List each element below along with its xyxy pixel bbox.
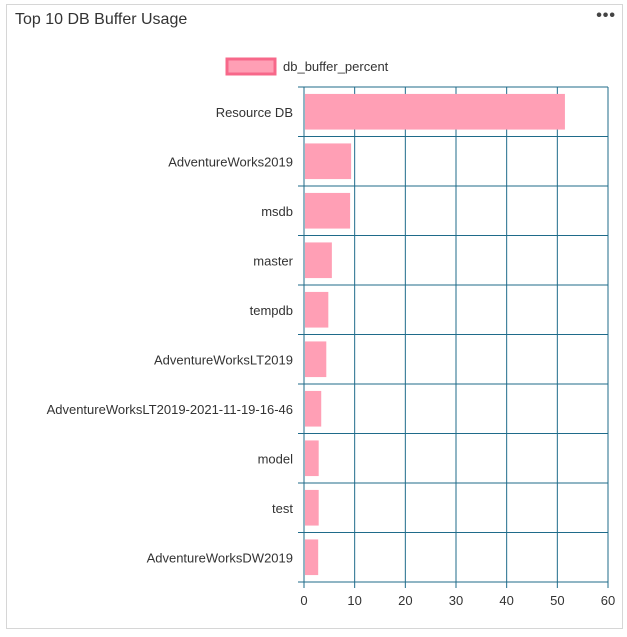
category-label: AdventureWorksLT2019 <box>154 352 293 367</box>
category-label: model <box>258 451 294 466</box>
category-label: test <box>272 501 293 516</box>
category-label: AdventureWorksDW2019 <box>147 550 293 565</box>
bar <box>305 143 352 180</box>
x-tick-label: 60 <box>601 593 615 608</box>
legend-swatch <box>225 57 277 76</box>
x-tick-label: 20 <box>398 593 412 608</box>
x-tick-label: 40 <box>499 593 513 608</box>
bar <box>305 291 329 328</box>
x-tick-label: 10 <box>347 593 361 608</box>
bar <box>305 390 322 427</box>
bar <box>305 440 319 477</box>
bar <box>305 242 332 279</box>
widget-title: Top 10 DB Buffer Usage <box>15 11 188 28</box>
bar <box>305 539 319 576</box>
category-label: AdventureWorksLT2019-2021-11-19-16-46 <box>47 402 293 417</box>
x-tick-label: 50 <box>550 593 564 608</box>
bar <box>305 489 319 526</box>
bar <box>305 192 351 229</box>
category-label: Resource DB <box>216 105 293 120</box>
category-label: msdb <box>261 204 293 219</box>
category-label: master <box>253 253 293 268</box>
category-label: tempdb <box>250 303 293 318</box>
category-label: AdventureWorks2019 <box>168 154 293 169</box>
more-options-icon[interactable]: ••• <box>596 7 616 24</box>
bar <box>305 93 565 130</box>
x-tick-label: 0 <box>300 593 307 608</box>
bar <box>305 341 327 378</box>
legend-label: db_buffer_percent <box>283 59 389 74</box>
x-tick-label: 30 <box>449 593 463 608</box>
